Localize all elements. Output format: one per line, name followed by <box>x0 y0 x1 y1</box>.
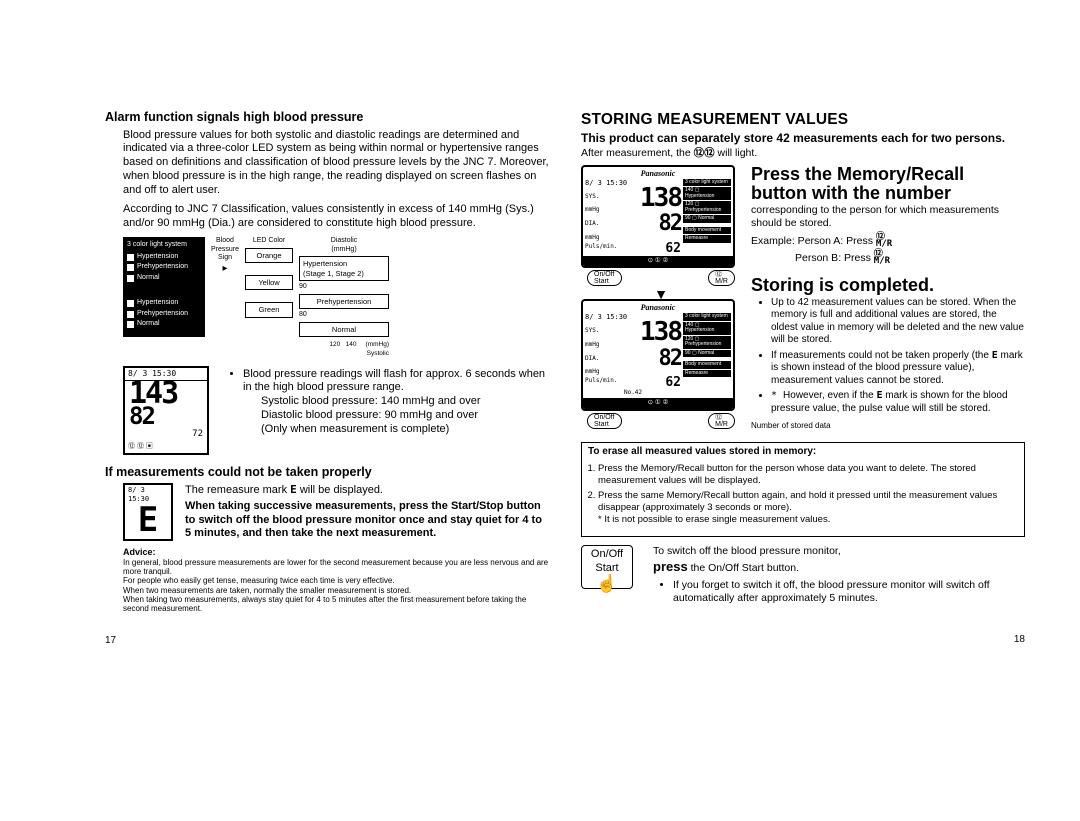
done-heading: Storing is completed. <box>751 276 1025 295</box>
device-buttons-2: On/Off Start ⑫ M/R <box>581 413 741 429</box>
press-p: corresponding to the person for which me… <box>751 204 1025 230</box>
flash-bullet: Blood pressure readings will flash for a… <box>243 368 549 437</box>
switch-off-line1: To switch off the blood pressure monitor… <box>653 545 1025 558</box>
onoff-start-button[interactable]: On/Off Start ☝ <box>581 545 633 589</box>
if-heading: If measurements could not be taken prope… <box>105 465 549 481</box>
alarm-p1: Blood pressure values for both systolic … <box>105 129 549 198</box>
storing-heading: STORING MEASUREMENT VALUES <box>581 110 1025 129</box>
legend-box: 3 color light system Hypertension Prehyp… <box>123 237 205 337</box>
page-num-left: 17 <box>105 635 549 648</box>
erase-step-1: Press the Memory/Recall button for the p… <box>598 463 1016 487</box>
lcd-reading: 8/ 3 15:30 143 82 72 ⑫ ⑫ ▣ <box>123 366 209 455</box>
store-note-3: * However, even if the E mark is shown f… <box>771 390 1025 415</box>
erase-step-2: Press the same Memory/Recall button agai… <box>598 490 1016 526</box>
remeasure-line: The remeasure mark E will be displayed. <box>185 483 549 498</box>
left-page: Alarm function signals high blood pressu… <box>105 110 549 648</box>
example-b: Person B: Press ⑫ M/R <box>751 251 1025 265</box>
led-col: LED Color Orange Yellow Green <box>245 237 293 358</box>
device-display-1: Panasonic 8/ 3 15:30 SYS.mmHg138 DIA.mmH… <box>581 165 735 269</box>
page-num-right: 18 <box>581 634 1025 647</box>
storing-sub: This product can separately store 42 mea… <box>581 131 1025 161</box>
classification-diagram: 3 color light system Hypertension Prehyp… <box>105 237 549 358</box>
switch-off-line2: press the On/Off Start button. <box>653 559 1025 576</box>
num-stored-label: Number of stored data <box>751 421 1025 430</box>
device-buttons-1: On/Off Start ⑫ M/R <box>581 270 741 286</box>
advice-heading: Advice: <box>105 547 549 558</box>
example-a: Example: Person A: Press ⑫ M/R <box>751 234 1025 248</box>
advice-3: When two measurements are taken, normall… <box>105 586 549 595</box>
e-mark-lcd: 8/ 3 15:30 E <box>123 483 173 541</box>
bp-sign-col: Blood Pressure Sign ▸ <box>211 237 239 358</box>
store-note-2: If measurements could not be taken prope… <box>771 350 1025 388</box>
advice-4: When taking two measurements, always sta… <box>105 595 549 613</box>
alarm-heading: Alarm function signals high blood pressu… <box>105 110 549 126</box>
hand-icon: ☝ <box>596 573 617 594</box>
device-display-2: Panasonic 8/ 3 15:30 SYS.mmHg138 DIA.mmH… <box>581 299 735 410</box>
state-col: Diastolic (mmHg) Hypertension (Stage 1, … <box>299 237 389 358</box>
arrow-down-icon: ▼ <box>581 289 741 299</box>
alarm-p2: According to JNC 7 Classification, value… <box>105 203 549 231</box>
advice-1: In general, blood pressure measurements … <box>105 558 549 576</box>
if-bold: When taking successive measurements, pre… <box>185 500 549 541</box>
press-heading: Press the Memory/Recall button with the … <box>751 165 1025 203</box>
advice-2: For people who easily get tense, measuri… <box>105 576 549 585</box>
auto-off-note: If you forget to switch it off, the bloo… <box>673 579 1025 605</box>
right-page: STORING MEASUREMENT VALUES This product … <box>581 110 1025 648</box>
store-note-1: Up to 42 measurement values can be store… <box>771 297 1025 347</box>
erase-box: To erase all measured values stored in m… <box>581 442 1025 538</box>
device-stack: Panasonic 8/ 3 15:30 SYS.mmHg138 DIA.mmH… <box>581 165 741 432</box>
